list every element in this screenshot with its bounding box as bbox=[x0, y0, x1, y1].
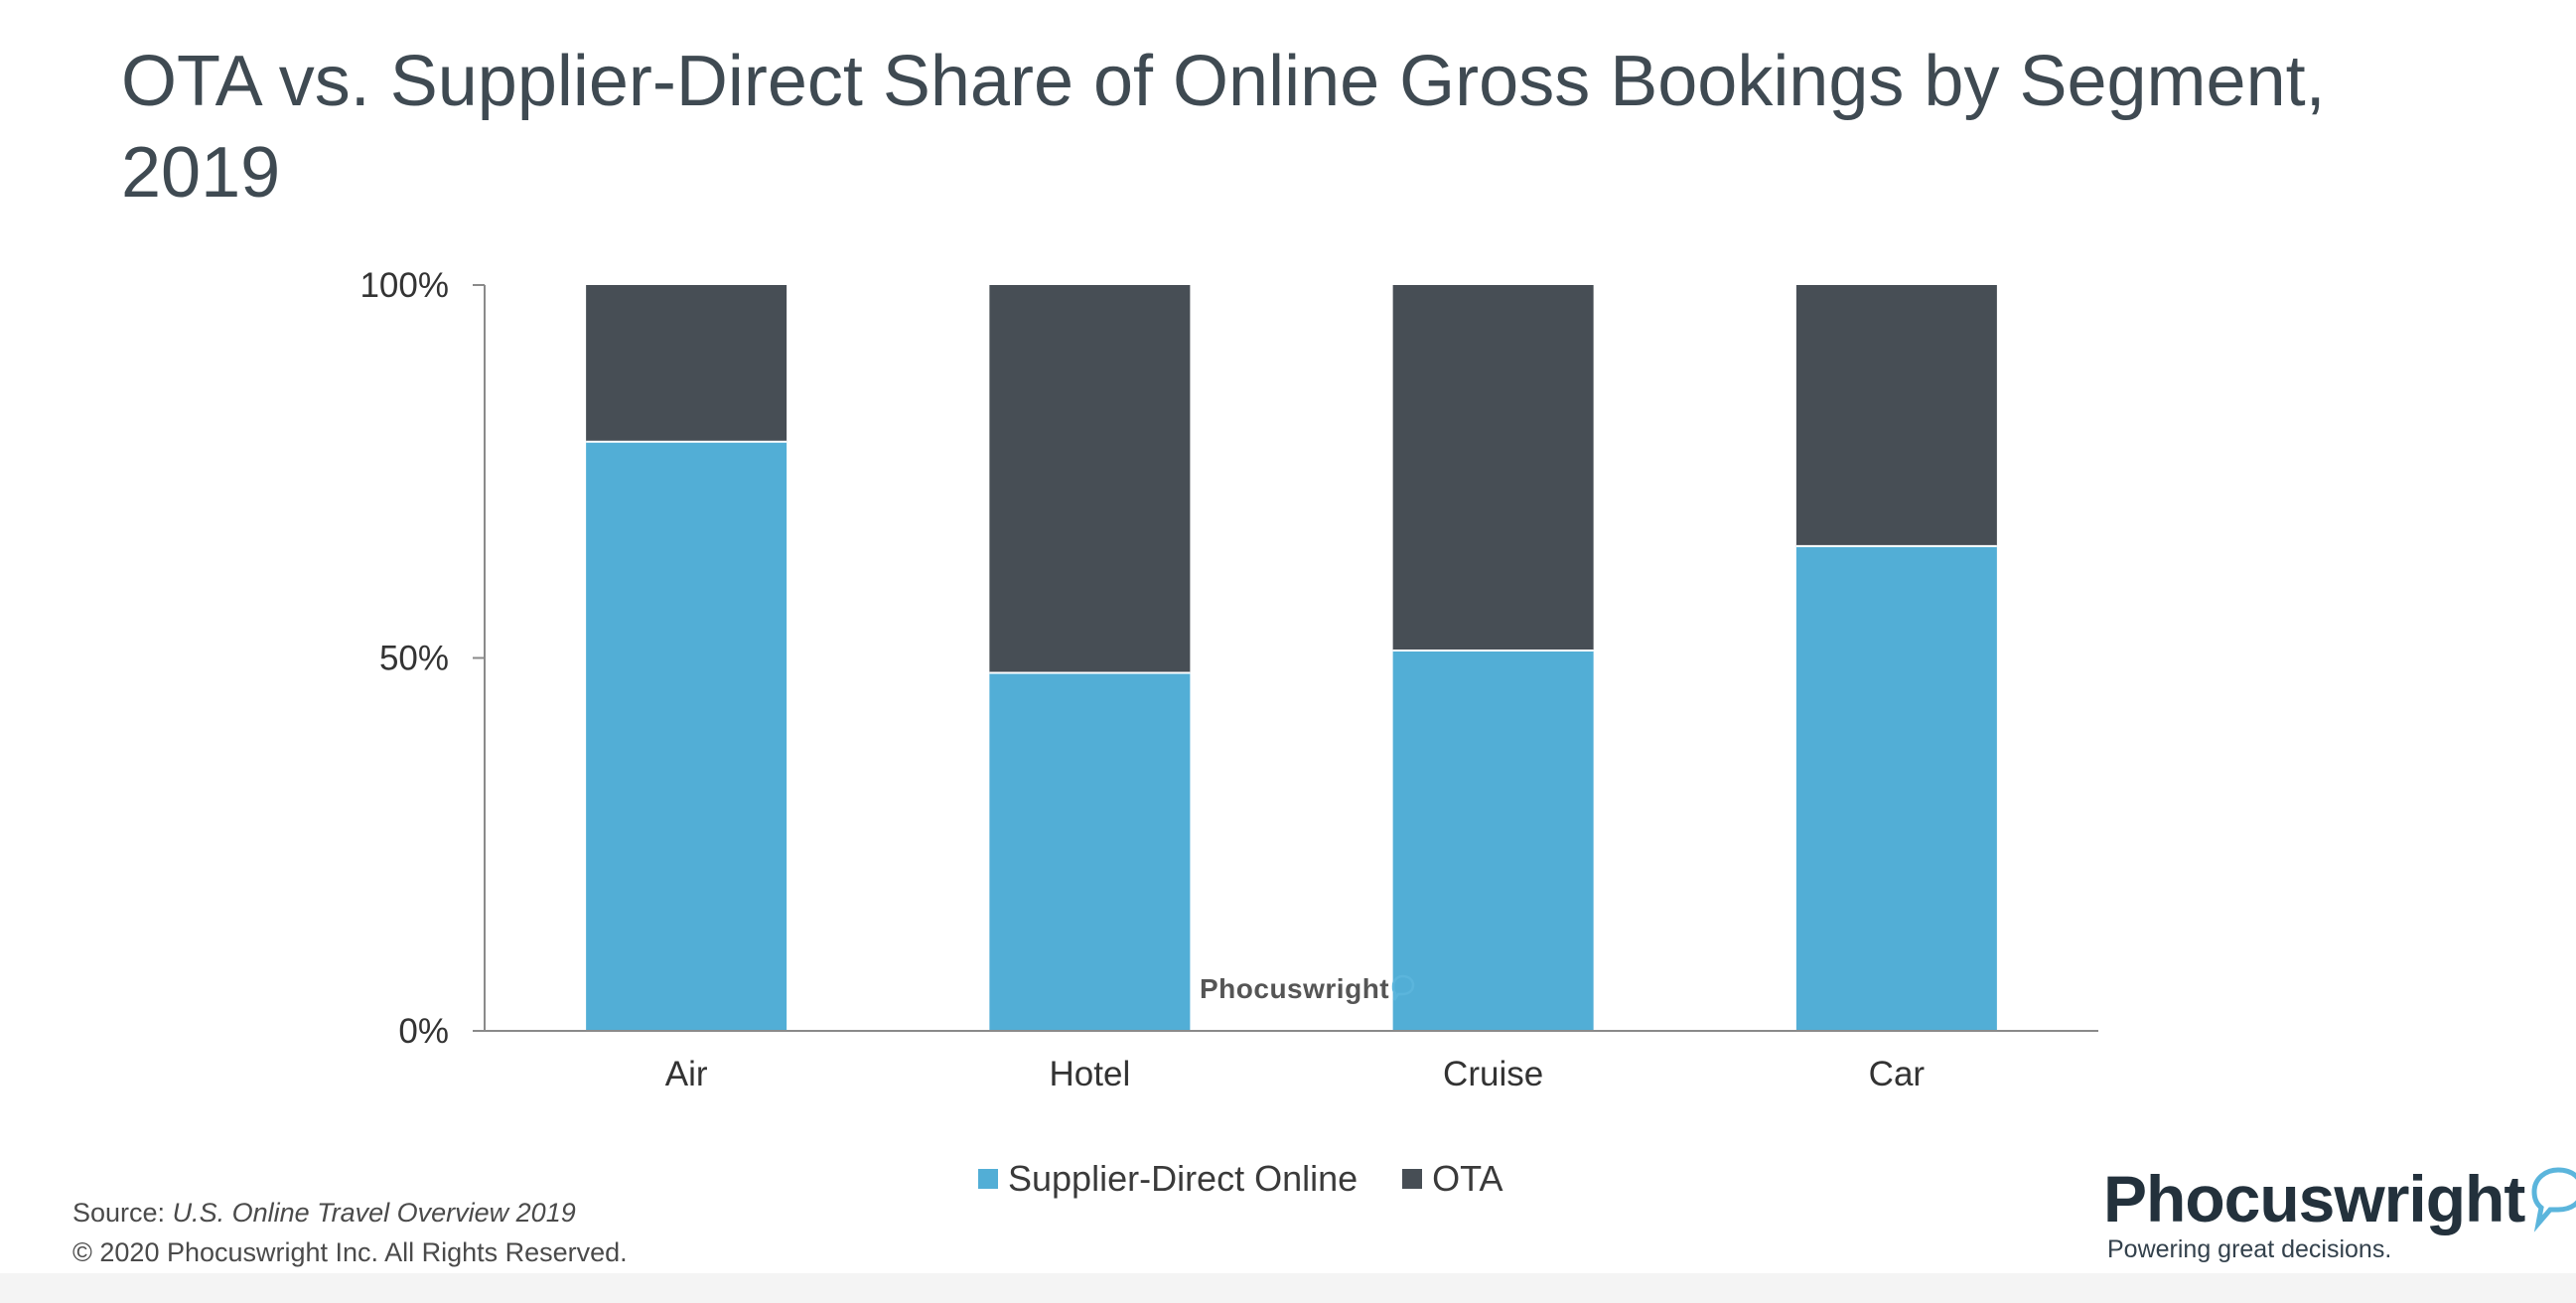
bar-cruise-supplier-direct bbox=[1392, 650, 1594, 1031]
logo-speech-bubble-icon bbox=[2531, 1167, 2576, 1232]
chart-watermark: Phocuswright bbox=[1200, 973, 1415, 1005]
legend-label-supplier-direct: Supplier-Direct Online bbox=[1008, 1158, 1359, 1199]
bar-air-supplier-direct bbox=[586, 441, 787, 1032]
logo-wordmark: Phocuswright bbox=[2103, 1162, 2525, 1235]
x-tick-label-cruise: Cruise bbox=[1443, 1055, 1543, 1093]
source-prefix: Source: bbox=[72, 1198, 173, 1228]
bar-car-supplier-direct bbox=[1795, 545, 1997, 1031]
chart-legend: Supplier-Direct Online OTA bbox=[978, 1158, 1548, 1200]
legend-label-ota: OTA bbox=[1432, 1158, 1503, 1199]
watermark-text: Phocuswright bbox=[1200, 973, 1390, 1004]
source-title: U.S. Online Travel Overview 2019 bbox=[172, 1198, 576, 1228]
y-tick-label: 100% bbox=[359, 266, 449, 305]
footer-band bbox=[0, 1273, 2576, 1303]
bar-air-ota bbox=[586, 285, 787, 442]
speech-bubble-icon bbox=[1391, 974, 1415, 1001]
source-note: Source: U.S. Online Travel Overview 2019 bbox=[72, 1198, 576, 1229]
x-tick-label-car: Car bbox=[1869, 1055, 1926, 1093]
bar-hotel-ota bbox=[989, 285, 1191, 673]
y-tick-label: 50% bbox=[379, 640, 449, 678]
y-tick-label: 0% bbox=[398, 1012, 449, 1051]
x-tick-label-air: Air bbox=[665, 1055, 708, 1093]
copyright-note: © 2020 Phocuswright Inc. All Rights Rese… bbox=[72, 1237, 628, 1267]
legend-item-ota: OTA bbox=[1402, 1158, 1503, 1200]
bar-car-ota bbox=[1795, 285, 1997, 546]
legend-swatch-ota bbox=[1402, 1169, 1423, 1189]
legend-item-supplier-direct: Supplier-Direct Online bbox=[978, 1158, 1358, 1200]
legend-swatch-supplier-direct bbox=[978, 1169, 998, 1189]
bar-cruise-ota bbox=[1392, 285, 1594, 651]
phocuswright-logo: Phocuswright Powering great decisions. bbox=[2103, 1164, 2576, 1264]
bar-hotel-supplier-direct bbox=[989, 672, 1191, 1031]
chart-title: OTA vs. Supplier-Direct Share of Online … bbox=[121, 42, 2326, 213]
x-tick-label-hotel: Hotel bbox=[1050, 1055, 1131, 1093]
logo-tagline: Powering great decisions. bbox=[2107, 1235, 2392, 1263]
